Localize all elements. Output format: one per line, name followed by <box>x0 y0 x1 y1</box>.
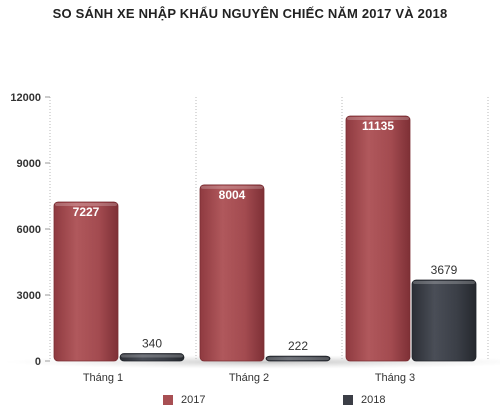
data-label-2017-1: 7227 <box>73 205 100 219</box>
bar-2017-3 <box>345 115 411 362</box>
y-tick-label: 9000 <box>17 158 41 170</box>
y-tick-label: 3000 <box>17 290 41 302</box>
bar-highlight <box>201 185 263 189</box>
data-label-2017-3: 11135 <box>362 119 394 133</box>
y-tick-label: 12000 <box>10 92 41 104</box>
chart-title: SO SÁNH XE NHẬP KHẨU NGUYÊN CHIẾC NĂM 20… <box>52 6 448 21</box>
x-tick-label: Tháng 3 <box>375 372 415 384</box>
legend-label-2017: 2017 <box>181 394 206 406</box>
bar-2018-3 <box>411 279 477 362</box>
bar-highlight <box>413 281 475 285</box>
bar-2017-2 <box>199 184 265 362</box>
legend-item-2018: 2018 <box>343 392 385 408</box>
data-label-2018-2: 222 <box>288 339 308 353</box>
x-tick-label: Tháng 2 <box>229 372 269 384</box>
bar-highlight <box>267 357 329 361</box>
legend-label-2018: 2018 <box>361 394 386 406</box>
bar-highlight <box>347 117 409 121</box>
bar-2017-1 <box>53 201 119 362</box>
x-tick-label: Tháng 1 <box>83 372 123 384</box>
bar-2018-2 <box>265 355 331 362</box>
bar-highlight <box>121 354 183 358</box>
data-label-2017-2: 8004 <box>219 188 246 202</box>
data-label-2018-3: 3679 <box>431 263 458 277</box>
data-label-2018-1: 340 <box>142 337 162 351</box>
legend-swatch-2018 <box>343 395 353 405</box>
bar-2018-1 <box>119 353 185 362</box>
y-tick-label: 6000 <box>17 224 41 236</box>
legend-item-2017: 2017 <box>163 392 205 408</box>
legend-swatch-2017 <box>163 395 173 405</box>
bar-highlight <box>55 203 117 207</box>
